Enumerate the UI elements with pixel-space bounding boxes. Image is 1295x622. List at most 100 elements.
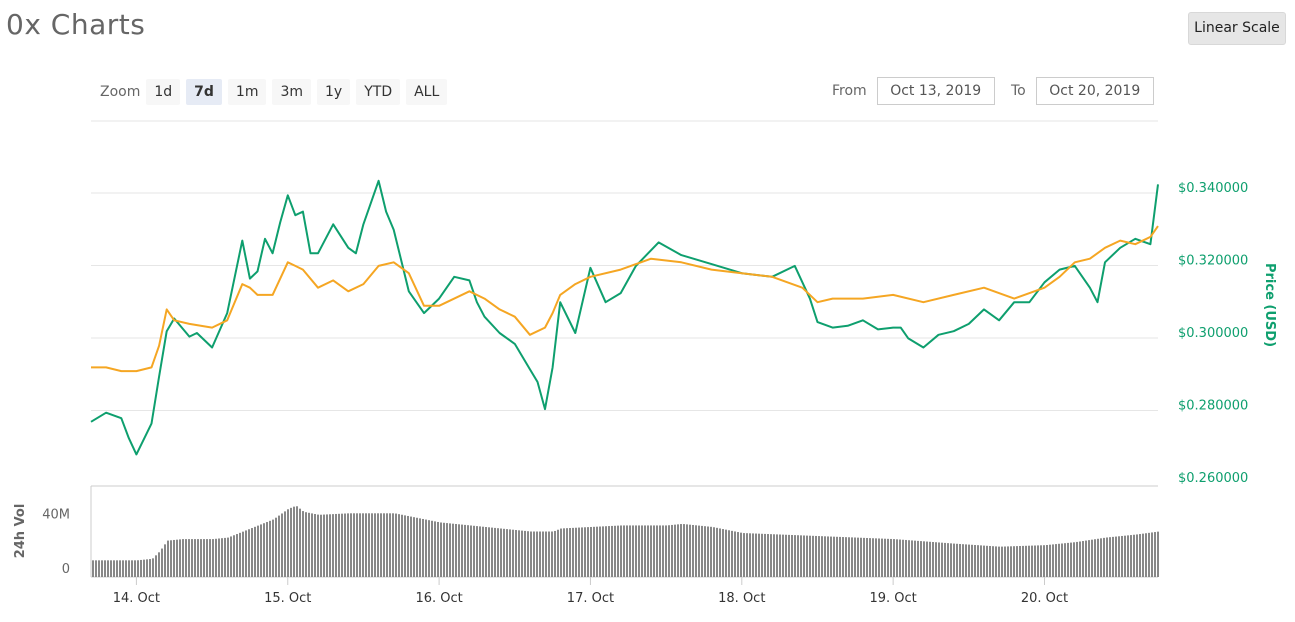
zoom-1d-button[interactable]: 1d: [146, 78, 181, 105]
volume-bar: [740, 532, 742, 577]
volume-bar: [146, 559, 148, 577]
volume-bar: [410, 516, 412, 577]
volume-bar: [629, 525, 631, 577]
volume-bar: [596, 526, 598, 577]
volume-bar: [866, 537, 868, 577]
volume-bar: [569, 528, 571, 577]
volume-bar: [599, 526, 601, 577]
volume-bar: [869, 538, 871, 577]
zoom-all-button[interactable]: ALL: [406, 78, 448, 105]
volume-bar: [527, 531, 529, 577]
volume-bar: [458, 524, 460, 577]
price-series-line-orange: [91, 225, 1159, 373]
volume-bar: [251, 528, 253, 577]
volume-bar: [281, 513, 283, 577]
x-tick-label: 18. Oct: [718, 591, 765, 606]
volume-bar: [371, 513, 373, 577]
volume-bar: [896, 539, 898, 577]
volume-bar: [131, 560, 133, 577]
to-date-input[interactable]: Oct 20, 2019: [1035, 77, 1154, 105]
price-tick-label: $0.300000: [1178, 326, 1248, 341]
volume-bar: [926, 541, 928, 577]
volume-bar: [389, 513, 391, 577]
zoom-7d-button[interactable]: 7d: [186, 78, 222, 105]
volume-bar: [356, 513, 358, 577]
zoom-1y-button[interactable]: 1y: [317, 78, 351, 105]
volume-bar: [197, 539, 199, 577]
volume-bar: [959, 543, 961, 577]
volume-bar: [1073, 542, 1075, 577]
volume-bar: [1007, 546, 1009, 577]
x-tick-label: 15. Oct: [264, 591, 311, 606]
volume-y-ticks: 40M 0: [42, 507, 70, 577]
volume-bar: [143, 559, 145, 577]
volume-bar: [230, 536, 232, 577]
volume-bar: [578, 527, 580, 577]
volume-bar: [1046, 544, 1048, 577]
volume-bar: [1100, 538, 1102, 577]
volume-bar: [104, 560, 106, 577]
x-tick-label: 20. Oct: [1021, 591, 1068, 606]
volume-bar: [170, 540, 172, 577]
volume-bar: [587, 527, 589, 577]
volume-bar: [524, 530, 526, 577]
volume-bar: [764, 533, 766, 577]
price-grid: [91, 120, 1158, 411]
volume-bar: [1052, 544, 1054, 577]
volume-bar: [347, 513, 349, 577]
volume-bar: [824, 536, 826, 577]
zoom-ytd-button[interactable]: YTD: [356, 78, 401, 105]
volume-bar: [995, 546, 997, 577]
volume-bar: [446, 523, 448, 577]
volume-bar: [899, 539, 901, 577]
volume-bar: [785, 534, 787, 577]
zoom-1m-button[interactable]: 1m: [227, 78, 267, 105]
volume-bar: [893, 539, 895, 577]
volume-bar: [374, 513, 376, 577]
volume-bars: [92, 506, 1159, 577]
volume-bar: [1136, 534, 1138, 577]
volume-bar: [107, 560, 109, 577]
volume-bar: [182, 539, 184, 577]
volume-bar: [188, 539, 190, 577]
linear-scale-button[interactable]: Linear Scale: [1188, 12, 1286, 45]
volume-bar: [428, 520, 430, 577]
volume-axis-label: 24h Vol: [13, 504, 28, 559]
volume-bar: [692, 524, 694, 577]
volume-bar: [920, 541, 922, 577]
volume-bar: [203, 539, 205, 577]
volume-bar: [626, 525, 628, 577]
volume-bar: [638, 525, 640, 577]
volume-bar: [368, 513, 370, 577]
volume-bar: [1130, 535, 1132, 577]
volume-bar: [1025, 545, 1027, 577]
volume-bar: [461, 524, 463, 577]
volume-bar: [209, 539, 211, 577]
volume-bar: [119, 560, 121, 577]
volume-bar: [440, 522, 442, 577]
volume-bar: [962, 544, 964, 577]
from-date-input[interactable]: Oct 13, 2019: [876, 77, 995, 105]
price-tick-label: $0.260000: [1178, 471, 1248, 486]
volume-bar: [818, 536, 820, 577]
price-tick-label: $0.320000: [1178, 254, 1248, 269]
volume-bar: [137, 560, 139, 577]
volume-bar: [257, 525, 259, 577]
volume-bar: [635, 525, 637, 577]
volume-bar: [1058, 543, 1060, 577]
volume-bar: [437, 521, 439, 577]
volume-bar: [377, 513, 379, 577]
volume-bar: [557, 529, 559, 577]
volume-bar: [518, 530, 520, 577]
volume-bar: [116, 560, 118, 577]
zoom-3m-button[interactable]: 3m: [272, 78, 312, 105]
volume-bar: [671, 524, 673, 577]
volume-bar: [725, 529, 727, 577]
volume-bar: [605, 526, 607, 577]
volume-bar: [317, 514, 319, 577]
volume-bar: [236, 534, 238, 577]
volume-bar: [797, 535, 799, 577]
volume-bar: [686, 524, 688, 577]
volume-bar: [782, 534, 784, 577]
volume-bar: [890, 538, 892, 577]
